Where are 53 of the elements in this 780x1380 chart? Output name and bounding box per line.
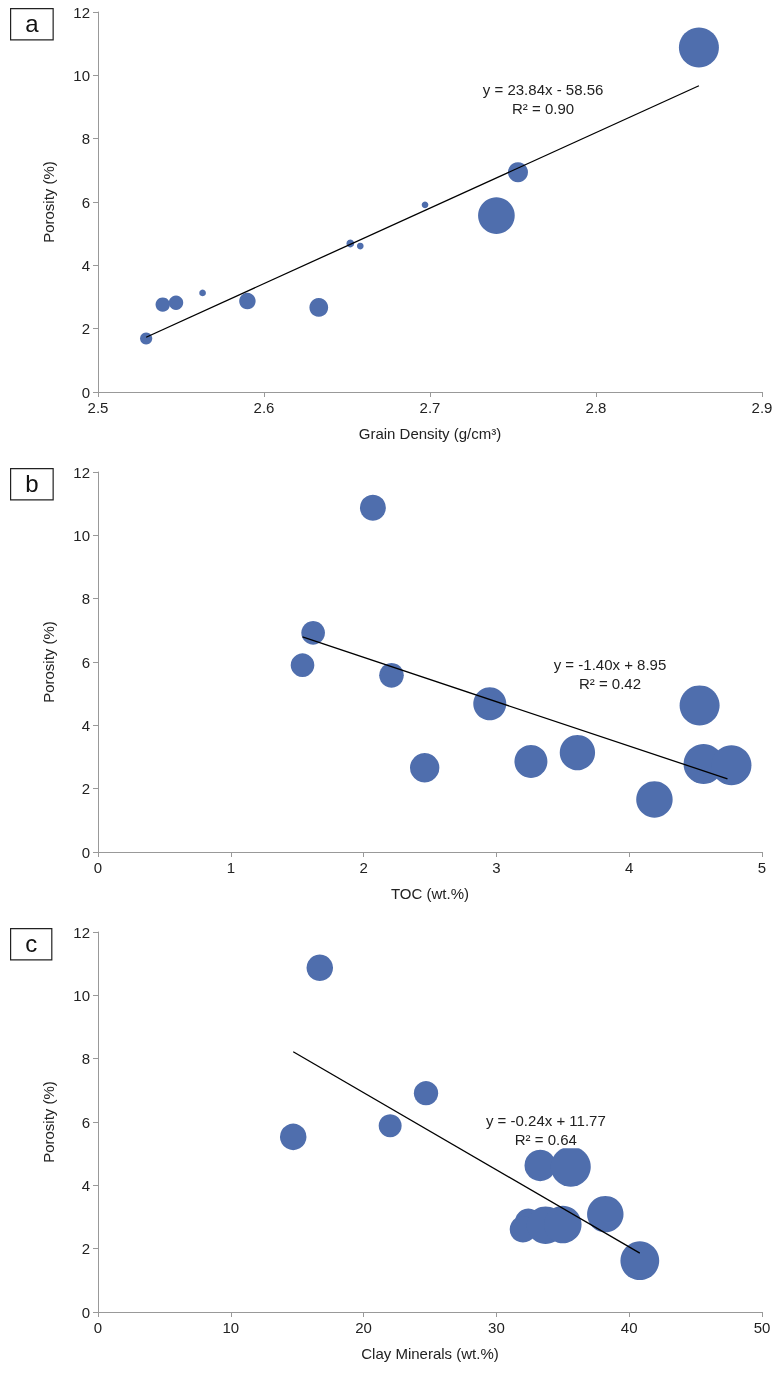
y-tick-label: 12 [73, 3, 90, 21]
y-tick-label: 8 [81, 590, 90, 608]
y-tick-label: 2 [81, 320, 90, 338]
y-tick-label: 0 [81, 383, 90, 401]
y-tick-label: 0 [81, 1303, 90, 1321]
annotation: y = -0.24x + 11.77 [485, 1112, 606, 1130]
y-tick-label: 4 [81, 1176, 90, 1194]
y-tick-label: 10 [73, 526, 90, 544]
y-tick-label: 8 [81, 1050, 90, 1068]
x-tick-label: 4 [625, 859, 634, 876]
y-tick-label: 2 [81, 780, 90, 798]
x-tick-label: 40 [620, 1319, 638, 1336]
y-tick-label: 6 [81, 653, 90, 671]
y-tick-label: 6 [81, 193, 90, 211]
text: a [25, 9, 40, 37]
y-tick-label: 10 [73, 986, 90, 1004]
x-tick-label: 20 [355, 1319, 372, 1336]
y-axis-title: Porosity (%) [40, 621, 57, 703]
y-tick-label: 0 [81, 843, 90, 861]
x-tick-label: 2.7 [419, 399, 441, 416]
x-tick-label: 2.9 [751, 399, 773, 416]
y-axis-title: Porosity (%) [40, 161, 57, 243]
x-tick-label: 2.6 [253, 399, 275, 416]
x-axis-title: Grain Density (g/cm³) [358, 425, 502, 442]
y-tick-label: 2 [81, 1240, 90, 1258]
x-tick-label: 3 [492, 859, 501, 876]
x-axis-title: Clay Minerals (wt.%) [361, 1345, 499, 1362]
text: c [25, 929, 38, 957]
y-tick-label: 4 [81, 256, 90, 274]
x-tick-label: 0 [93, 859, 103, 876]
x-tick-label: 50 [753, 1319, 771, 1336]
y-tick-label: 12 [73, 923, 90, 941]
x-tick-label: 1 [226, 859, 235, 876]
y-tick-label: 4 [81, 716, 90, 734]
y-tick-label: 6 [81, 1113, 90, 1131]
y-tick-label: 10 [73, 66, 90, 84]
annotation: y = 23.84x - 58.56 [482, 80, 604, 98]
annotation: R² = 0.90 [512, 99, 575, 117]
text: b [25, 469, 39, 497]
annotation: R² = 0.64 [514, 1131, 577, 1149]
annotation: y = -1.40x + 8.95 [553, 655, 667, 673]
x-tick-label: 2.5 [87, 399, 109, 416]
y-tick-label: 8 [81, 130, 90, 148]
x-tick-label: 2 [359, 859, 368, 876]
annotation: R² = 0.42 [578, 674, 642, 692]
x-tick-label: 10 [222, 1319, 240, 1336]
x-axis-title: TOC (wt.%) [390, 885, 470, 902]
y-tick-label: 12 [73, 463, 90, 481]
x-tick-label: 0 [93, 1319, 103, 1336]
x-tick-label: 2.8 [585, 399, 607, 416]
x-tick-label: 5 [757, 859, 767, 876]
y-axis-title: Porosity (%) [40, 1081, 57, 1163]
x-tick-label: 30 [488, 1319, 505, 1336]
